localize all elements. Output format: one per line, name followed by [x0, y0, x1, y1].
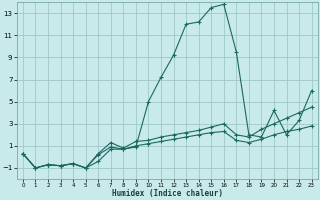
X-axis label: Humidex (Indice chaleur): Humidex (Indice chaleur) — [112, 189, 223, 198]
